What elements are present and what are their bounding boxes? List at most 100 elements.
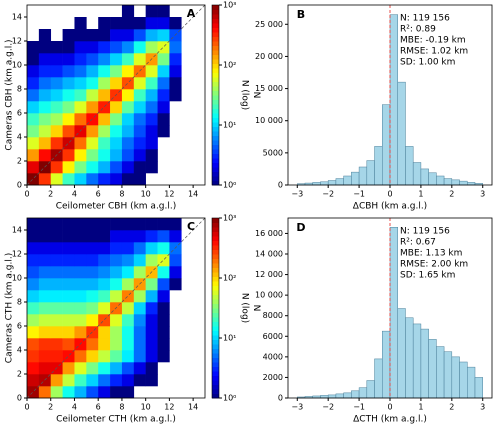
y-tick-label: 2	[17, 157, 22, 166]
heatmap-cell	[145, 137, 158, 150]
heatmap-cell	[145, 302, 158, 315]
colorbar-segment	[212, 41, 219, 46]
x-tick-label: 2	[449, 190, 454, 199]
heatmap-cell	[98, 161, 111, 174]
panel-label: B	[297, 8, 305, 21]
colorbar-segment	[212, 176, 219, 181]
heatmap-cell	[98, 326, 111, 339]
heatmap-cell	[133, 29, 146, 42]
colorbar-segment	[212, 258, 219, 264]
heatmap-cell	[86, 302, 99, 315]
heatmap-cell	[110, 65, 123, 78]
colorbar-segment	[212, 317, 219, 322]
heatmap-cell	[157, 41, 170, 54]
heatmap-cell	[74, 326, 87, 339]
heatmap-cell	[74, 302, 87, 315]
colorbar-segment	[212, 375, 219, 381]
y-tick-label: 10 000	[255, 116, 283, 125]
histogram-bar	[459, 180, 468, 186]
heatmap-cell	[157, 77, 170, 90]
colorbar-segment	[212, 348, 219, 354]
heatmap-cell	[98, 278, 111, 291]
colorbar-segment	[212, 357, 219, 363]
heatmap-cell	[38, 125, 52, 138]
heatmap-cell	[74, 149, 87, 162]
histogram-bar	[374, 146, 383, 186]
colorbar-segment	[212, 180, 219, 186]
heatmap-cell	[157, 350, 170, 363]
heatmap-cell	[110, 218, 123, 231]
heatmap-cell	[133, 326, 146, 339]
heatmap-cell	[98, 362, 111, 375]
x-tick-label: 0	[387, 190, 392, 199]
heatmap-cell	[133, 137, 146, 150]
heatmap-cell	[110, 362, 123, 375]
panel-label: A	[187, 7, 196, 20]
heatmap-cell	[27, 137, 40, 150]
heatmap-cell	[110, 41, 123, 54]
heatmap-cell	[121, 137, 135, 150]
heatmap-cell	[62, 89, 75, 102]
heatmap-cell	[133, 362, 146, 375]
heatmap-cell	[62, 326, 75, 339]
heatmap-cell	[86, 125, 99, 138]
heatmap-cell	[157, 290, 170, 303]
stats-annotation: MBE: -0.19 km	[400, 36, 466, 46]
histogram-bar	[382, 330, 391, 399]
heatmap-cell	[50, 290, 63, 303]
x-tick-label: 8	[119, 403, 124, 412]
heatmap-cell	[27, 242, 40, 255]
heatmap-cell	[121, 161, 135, 174]
histogram-bar	[374, 358, 383, 399]
panel-label: C	[187, 220, 195, 233]
heatmap-cell	[157, 53, 170, 66]
y-tick-label: 12	[12, 37, 22, 46]
colorbar-segment	[212, 104, 219, 109]
heatmap-cell	[50, 173, 63, 186]
heatmap-cell	[74, 242, 87, 255]
colorbar-segment	[212, 294, 219, 300]
heatmap-cell	[121, 53, 135, 66]
heatmap-cell	[86, 350, 99, 363]
heatmap-cell	[50, 77, 63, 90]
heatmap-cell	[133, 254, 146, 267]
heatmap-cell	[62, 65, 75, 78]
heatmap-cell	[98, 302, 111, 315]
heatmap-cell	[121, 41, 135, 54]
heatmap-cell	[38, 149, 52, 162]
histogram-bar	[327, 394, 337, 399]
histogram-bar	[366, 380, 375, 399]
x-tick-label: 12	[164, 403, 174, 412]
x-tick-label: 2	[48, 403, 53, 412]
heatmap-cell	[133, 302, 146, 315]
colorbar-segment	[212, 108, 219, 114]
heatmap-cell	[121, 374, 135, 387]
heatmap-cell	[121, 266, 135, 279]
heatmap-cell	[133, 17, 146, 30]
colorbar-segment	[212, 263, 219, 268]
y-axis-label: Cameras CBH (km a.g.l.)	[5, 39, 15, 150]
heatmap-cell	[86, 77, 99, 90]
heatmap-cell	[74, 290, 87, 303]
heatmap-cell	[50, 350, 63, 363]
histogram-bar	[436, 346, 445, 399]
heatmap-cell	[86, 41, 99, 54]
heatmap-cell	[98, 338, 111, 351]
heatmap-cell	[145, 113, 158, 126]
colorbar-segment	[212, 14, 219, 19]
y-tick-label: 20 000	[255, 52, 283, 61]
heatmap-cell	[133, 125, 146, 138]
y-tick-label: 8000	[263, 311, 283, 320]
heatmap-cell	[38, 41, 52, 54]
heatmap-cell	[38, 29, 52, 42]
y-axis-label: Cameras CTH (km a.g.l.)	[5, 253, 15, 363]
heatmap-cell	[27, 53, 40, 66]
heatmap-cell	[50, 266, 63, 279]
heatmap-cell	[145, 374, 158, 387]
histogram-bar	[459, 361, 468, 399]
histogram-bar	[343, 392, 352, 399]
heatmap-cell	[50, 254, 63, 267]
x-tick-label: −2	[322, 190, 334, 199]
colorbar-segment	[212, 162, 219, 168]
colorbar-segment	[212, 290, 219, 295]
